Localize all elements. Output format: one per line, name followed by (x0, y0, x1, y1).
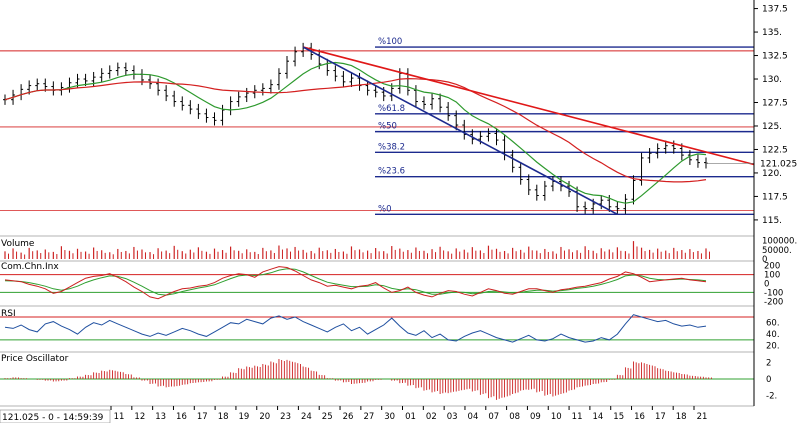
osc-tick-label: -2. (766, 392, 777, 402)
osc-tick-label: 2 (766, 358, 771, 368)
date-tick-label: 09 (530, 412, 541, 422)
trend-line-blue (302, 46, 618, 215)
rsi-tick-label: 60. (766, 319, 780, 329)
trend-line-red (302, 46, 755, 166)
date-tick-label: 11 (114, 412, 125, 422)
date-tick-label: 18 (676, 412, 687, 422)
date-tick-label: 21 (697, 412, 708, 422)
date-tick-label: 17 (655, 412, 666, 422)
price-tick-label: 135. (762, 28, 782, 38)
rsi-line (4, 314, 707, 343)
cci-tick-label: 0 (764, 280, 769, 290)
date-tick-label: 14 (592, 412, 603, 422)
price-tick-label: 115. (762, 216, 782, 226)
volume-panel-title: Volume (1, 239, 35, 249)
date-tick-label: 15 (613, 412, 624, 422)
osc-panel-title: Price Oscillator (1, 354, 69, 364)
status-label: 121.025 - 0 - 14:59:39 (2, 413, 104, 423)
volume-tick-label: 50000. (762, 246, 792, 256)
date-tick-label: 24 (301, 412, 312, 422)
price-tick-label: 125. (762, 122, 782, 132)
moving-average-short (4, 61, 707, 204)
volume-tick-label: 100000. (762, 237, 797, 247)
date-tick-label: 08 (509, 412, 520, 422)
date-tick-label: 17 (197, 412, 208, 422)
rsi-panel-title: RSI (1, 309, 16, 319)
fib-level-label-1: %61.8 (378, 104, 405, 114)
rsi-tick-label: 20. (766, 342, 780, 352)
cci-tick-label: 200 (764, 262, 780, 272)
cci-panel-title: Com.Chn.Inx (1, 262, 59, 272)
date-tick-label: 16 (634, 412, 645, 422)
date-tick-label: 07 (488, 412, 499, 422)
price-tick-label: 120. (762, 169, 782, 179)
date-tick-label: 27 (363, 412, 374, 422)
date-tick-label: 18 (218, 412, 229, 422)
date-tick-label: 25 (322, 412, 333, 422)
cci-tick-label: 100 (764, 271, 780, 281)
date-tick-label: 11 (572, 412, 583, 422)
date-tick-label: 16 (176, 412, 187, 422)
date-tick-label: 12 (134, 412, 145, 422)
cci-signal-line (4, 268, 707, 296)
date-tick-label: 19 (239, 412, 250, 422)
current-price-label: 121.025 (760, 159, 797, 169)
price-tick-label: 132.5 (762, 52, 788, 62)
rsi-tick-label: 40. (766, 330, 780, 340)
price-tick-label: 130. (762, 75, 782, 85)
osc-tick-label: 0 (766, 375, 771, 385)
moving-average-long (4, 77, 707, 183)
date-tick-label: 30 (384, 412, 395, 422)
fib-level-label-3: %38.2 (378, 142, 405, 152)
date-tick-label: 26 (343, 412, 354, 422)
date-tick-label: 02 (426, 412, 437, 422)
cci-tick-label: -200 (764, 297, 783, 307)
fib-level-label-4: %23.6 (378, 167, 405, 177)
fib-level-label-0: %100 (378, 37, 402, 47)
price-tick-label: 127.5 (762, 99, 788, 109)
date-tick-label: 20 (259, 412, 270, 422)
price-tick-label: 122.5 (762, 145, 788, 155)
cci-line (4, 266, 707, 300)
date-tick-label: 03 (447, 412, 458, 422)
fib-level-label-2: %50 (378, 122, 397, 132)
date-tick-label: 13 (155, 412, 166, 422)
date-tick-label: 01 (405, 412, 416, 422)
price-tick-label: 137.5 (762, 5, 788, 15)
volume-tick-label: 0 (762, 255, 767, 265)
price-tick-label: 117.5 (762, 192, 788, 202)
fib-level-label-5: %0 (378, 204, 392, 214)
date-tick-label: 10 (551, 412, 562, 422)
date-tick-label: 23 (280, 412, 291, 422)
date-tick-label: 04 (468, 412, 479, 422)
cci-tick-label: -100 (764, 288, 783, 298)
